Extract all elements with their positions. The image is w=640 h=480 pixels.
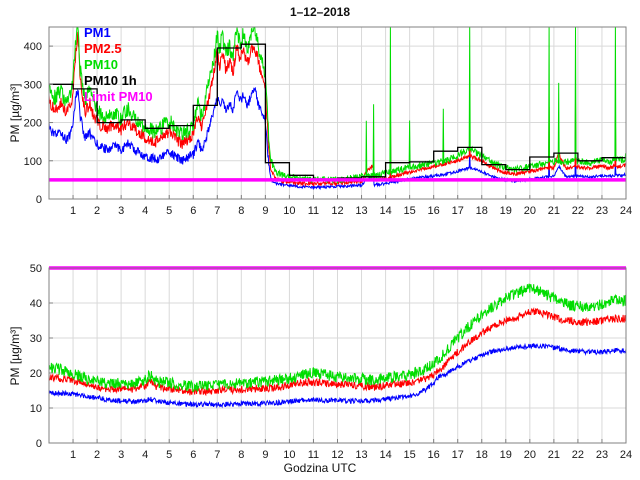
x-tick-label: 23 [596, 449, 608, 461]
y-tick-label: 400 [24, 41, 42, 53]
legend-item-limit-pm10: Limit PM10 [84, 89, 153, 104]
x-tick-label: 6 [190, 449, 196, 461]
bottom-y-axis-label: PM [µg/m³] [8, 326, 22, 386]
y-tick-label: 40 [30, 298, 42, 310]
x-tick-label: 21 [548, 449, 560, 461]
x-tick-label: 9 [262, 205, 268, 217]
x-axis-label: Godzina UTC [283, 461, 357, 475]
x-tick-label: 1 [70, 205, 76, 217]
x-tick-label: 12 [331, 205, 343, 217]
x-tick-label: 2 [94, 449, 100, 461]
x-tick-label: 21 [548, 205, 560, 217]
x-tick-label: 13 [355, 449, 367, 461]
y-tick-label: 20 [30, 368, 42, 380]
x-tick-label: 18 [476, 205, 488, 217]
x-tick-label: 14 [379, 449, 391, 461]
x-tick-label: 17 [452, 205, 464, 217]
y-tick-label: 0 [36, 438, 42, 450]
x-tick-label: 8 [238, 205, 244, 217]
x-tick-label: 13 [355, 205, 367, 217]
x-tick-label: 24 [620, 205, 632, 217]
x-tick-label: 7 [214, 449, 220, 461]
top-pm-chart: 1 2 3 4 5 6 7 8 9 10 11 12 13 14 15 16 17 18 19 20 21 22 23 240… [24, 26, 632, 217]
x-tick-label: 7 [214, 205, 220, 217]
legend-item-pm1: PM1 [84, 25, 111, 40]
legend: PM1 PM2.5 PM10 PM10 1h Limit PM10 [84, 25, 153, 105]
y-tick-label: 0 [36, 194, 42, 206]
x-tick-label: 19 [500, 449, 512, 461]
x-tick-label: 5 [166, 205, 172, 217]
x-tick-label: 16 [428, 449, 440, 461]
x-tick-label: 15 [404, 449, 416, 461]
y-tick-label: 10 [30, 403, 42, 415]
series-PM1 [49, 86, 626, 191]
x-tick-label: 23 [596, 205, 608, 217]
x-tick-label: 4 [142, 205, 148, 217]
x-tick-label: 22 [572, 449, 584, 461]
y-tick-label: 30 [30, 333, 42, 345]
y-tick-label: 100 [24, 156, 42, 168]
y-tick-label: 300 [24, 79, 42, 91]
top-y-axis-label: PM [µg/m³] [8, 83, 22, 143]
series-PM10 [49, 283, 626, 393]
legend-item-pm10-1h: PM10 1h [84, 73, 137, 88]
x-tick-label: 1 [70, 449, 76, 461]
x-tick-label: 9 [262, 449, 268, 461]
x-tick-label: 2 [94, 205, 100, 217]
bottom-pm-chart: 1 2 3 4 5 6 7 8 9 10 11 12 13 14 15 16 17 18 19 20 21 22 23 240… [30, 263, 632, 461]
series-PM2.5 [49, 306, 626, 397]
x-tick-label: 11 [308, 449, 319, 461]
x-tick-label: 22 [572, 205, 584, 217]
y-tick-label: 50 [30, 263, 42, 275]
x-tick-label: 20 [524, 205, 536, 217]
chart-title: 1–12–2018 [289, 5, 351, 19]
x-tick-label: 16 [428, 205, 440, 217]
legend-item-pm10: PM10 [84, 57, 118, 72]
x-tick-label: 12 [331, 449, 343, 461]
x-tick-label: 3 [118, 449, 124, 461]
x-tick-label: 15 [404, 205, 416, 217]
x-tick-label: 10 [283, 205, 295, 217]
series-PM1 [49, 342, 626, 409]
x-tick-label: 19 [500, 205, 512, 217]
x-tick-label: 17 [452, 449, 464, 461]
x-tick-label: 4 [142, 449, 148, 461]
x-tick-label: 20 [524, 449, 536, 461]
x-tick-label: 18 [476, 449, 488, 461]
x-tick-label: 6 [190, 205, 196, 217]
x-tick-label: 24 [620, 449, 632, 461]
x-tick-label: 8 [238, 449, 244, 461]
y-tick-label: 200 [24, 118, 42, 130]
x-tick-label: 10 [283, 449, 295, 461]
x-tick-label: 5 [166, 449, 172, 461]
legend-item-pm25: PM2.5 [84, 41, 122, 56]
x-tick-label: 14 [379, 205, 391, 217]
x-tick-label: 3 [118, 205, 124, 217]
x-tick-label: 11 [308, 205, 319, 217]
